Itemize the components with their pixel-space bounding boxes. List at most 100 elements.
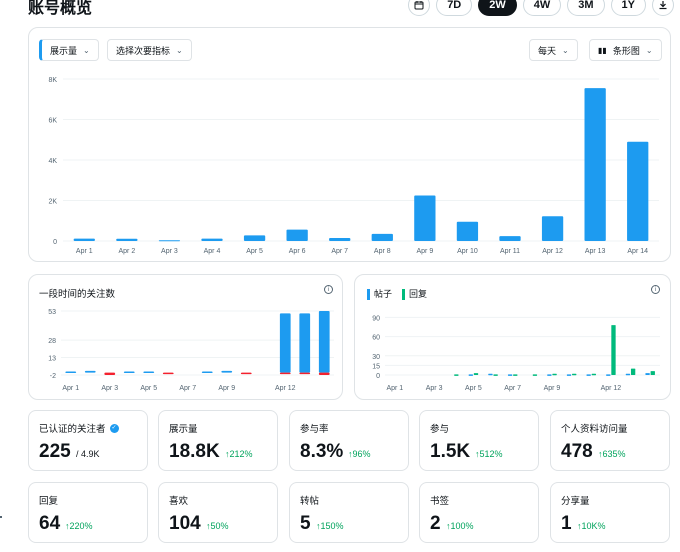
replies-bar: [454, 374, 459, 376]
follower-loss-bar: [162, 372, 174, 375]
verified-badge-icon: ✓: [109, 423, 119, 433]
y-tick-label: 15: [372, 363, 380, 370]
impressions-bar: [371, 233, 393, 241]
impressions-bar: [286, 229, 308, 241]
y-tick-label: 60: [372, 335, 380, 342]
stat-card[interactable]: 书签 2 ↑100%: [419, 482, 539, 543]
x-tick-label: Apr 4: [204, 248, 221, 255]
follower-gain-bar: [143, 371, 155, 374]
stat-label: 参与率: [300, 424, 329, 435]
replies-bar: [591, 373, 597, 376]
posts-bar: [488, 373, 493, 376]
page-title: 账号概览: [28, 0, 93, 17]
y-tick-label: 4K: [48, 158, 57, 165]
stat-label: 分享量: [561, 496, 590, 507]
x-tick-label: Apr 7: [331, 248, 348, 255]
follower-loss-bar: [104, 372, 116, 375]
y-tick-label: 0: [53, 239, 57, 246]
stat-label: 喜欢: [169, 496, 189, 507]
impressions-bar: [116, 238, 138, 241]
stat-card[interactable]: 回复 64 ↑220%: [28, 482, 148, 543]
replies-bar: [630, 368, 636, 375]
x-tick-label: Apr 3: [426, 385, 443, 392]
impressions-bar: [456, 221, 479, 241]
impressions-bar: [499, 236, 521, 241]
x-tick-label: Apr 5: [246, 248, 263, 255]
range-2w-button[interactable]: 2W: [478, 0, 517, 16]
primary-metric-select[interactable]: 展示量 ⌄: [39, 39, 99, 61]
range-3m-button[interactable]: 3M: [567, 0, 605, 16]
stat-card[interactable]: 展示量 18.8K ↑212%: [158, 410, 278, 471]
download-icon[interactable]: [652, 0, 674, 16]
stat-value: 2: [430, 513, 441, 534]
impressions-bar: [329, 237, 351, 241]
y-tick-label: 53: [48, 309, 56, 316]
x-tick-label: Apr 1: [62, 385, 79, 392]
stat-value: 18.8K: [169, 441, 220, 462]
stat-delta: ↑150%: [316, 521, 344, 531]
followers-chart-title: 一段时间的关注数: [39, 289, 116, 300]
y-tick-label: 2K: [48, 199, 57, 206]
stat-value: 5: [300, 513, 311, 534]
stat-card[interactable]: 已认证的关注者 ✓ 225 / 4.9K: [28, 410, 148, 471]
replies-bar: [532, 374, 538, 376]
y-tick-label: 28: [48, 338, 56, 345]
posts-bar: [566, 374, 572, 376]
impressions-bar: [158, 240, 181, 242]
range-4w-button[interactable]: 4W: [522, 0, 562, 16]
interval-label: 每天: [538, 45, 557, 56]
stat-card[interactable]: 个人资料访问量 478 ↑635%: [550, 410, 670, 471]
follower-loss-bar: [279, 372, 291, 375]
posts-chart-card: 帖子 回复 i 0 15 30 60 90 Apr 1 Apr 3 Apr 5 Apr 7 Apr…: [354, 274, 671, 400]
legend-replies[interactable]: 回复: [402, 287, 427, 301]
replies-bar: [493, 374, 498, 376]
follower-gain-bar: [318, 311, 330, 373]
stat-card[interactable]: 参与率 8.3% ↑96%: [289, 410, 409, 471]
impressions-bar: [627, 141, 649, 241]
posts-bar: [606, 374, 611, 376]
y-tick-label: 13: [48, 356, 56, 363]
side-marker: [0, 516, 2, 518]
impressions-bar: [73, 238, 95, 241]
chevron-down-icon: ⌄: [645, 45, 653, 55]
stat-card[interactable]: 转帖 5 ↑150%: [289, 482, 409, 543]
stat-delta: ↑212%: [225, 449, 253, 459]
interval-select[interactable]: 每天 ⌄: [529, 39, 578, 61]
info-icon[interactable]: i: [651, 285, 660, 294]
impressions-bar-chart: 0 2K 4K 6K 8K Apr 1 Apr 2 Apr 3 Apr 4 Apr 5 Apr 6 A…: [48, 77, 659, 255]
stat-value: 64: [39, 513, 61, 534]
y-tick-label: 8K: [48, 77, 57, 84]
x-tick-label: Apr 13: [585, 248, 606, 255]
stat-value: 104: [169, 513, 201, 534]
stat-card[interactable]: 喜欢 104 ↑50%: [158, 482, 278, 543]
calendar-icon[interactable]: [408, 0, 431, 16]
x-tick-label: Apr 12: [601, 385, 622, 392]
posts-bar: [586, 374, 591, 376]
follower-gain-bar: [65, 371, 77, 374]
replies-bar: [572, 373, 577, 376]
posts-bar: [625, 373, 631, 376]
range-7d-button[interactable]: 7D: [436, 0, 473, 16]
x-tick-label: Apr 7: [179, 385, 196, 392]
impressions-bar: [584, 88, 606, 241]
legend-posts[interactable]: 帖子: [367, 287, 392, 301]
x-tick-label: Apr 3: [101, 385, 118, 392]
x-tick-label: Apr 14: [627, 248, 648, 255]
impressions-bar: [414, 195, 436, 241]
stat-value: 478: [561, 441, 593, 462]
follower-gain-bar: [221, 370, 233, 373]
follower-loss-bar: [299, 372, 311, 375]
stat-card[interactable]: 参与 1.5K ↑512%: [419, 410, 539, 471]
x-tick-label: Apr 9: [416, 248, 433, 255]
followers-chart-card: 一段时间的关注数 i -2 13 28 53 Apr 1 Apr 3 Apr 5 Apr 7 A…: [28, 274, 343, 400]
x-tick-label: Apr 1: [76, 248, 93, 255]
impressions-bar: [243, 235, 266, 241]
stat-card[interactable]: 分享量 1 ↑10K%: [550, 482, 670, 543]
chart-type-select[interactable]: ▮▮ 条形图 ⌄: [589, 39, 662, 61]
range-1y-button[interactable]: 1Y: [610, 0, 646, 16]
primary-metric-label: 展示量: [50, 45, 78, 56]
stat-total: / 4.9K: [76, 449, 100, 459]
x-tick-label: Apr 6: [289, 248, 306, 255]
secondary-metric-select[interactable]: 选择次要指标 ⌄: [107, 39, 192, 61]
info-icon[interactable]: i: [324, 285, 333, 294]
